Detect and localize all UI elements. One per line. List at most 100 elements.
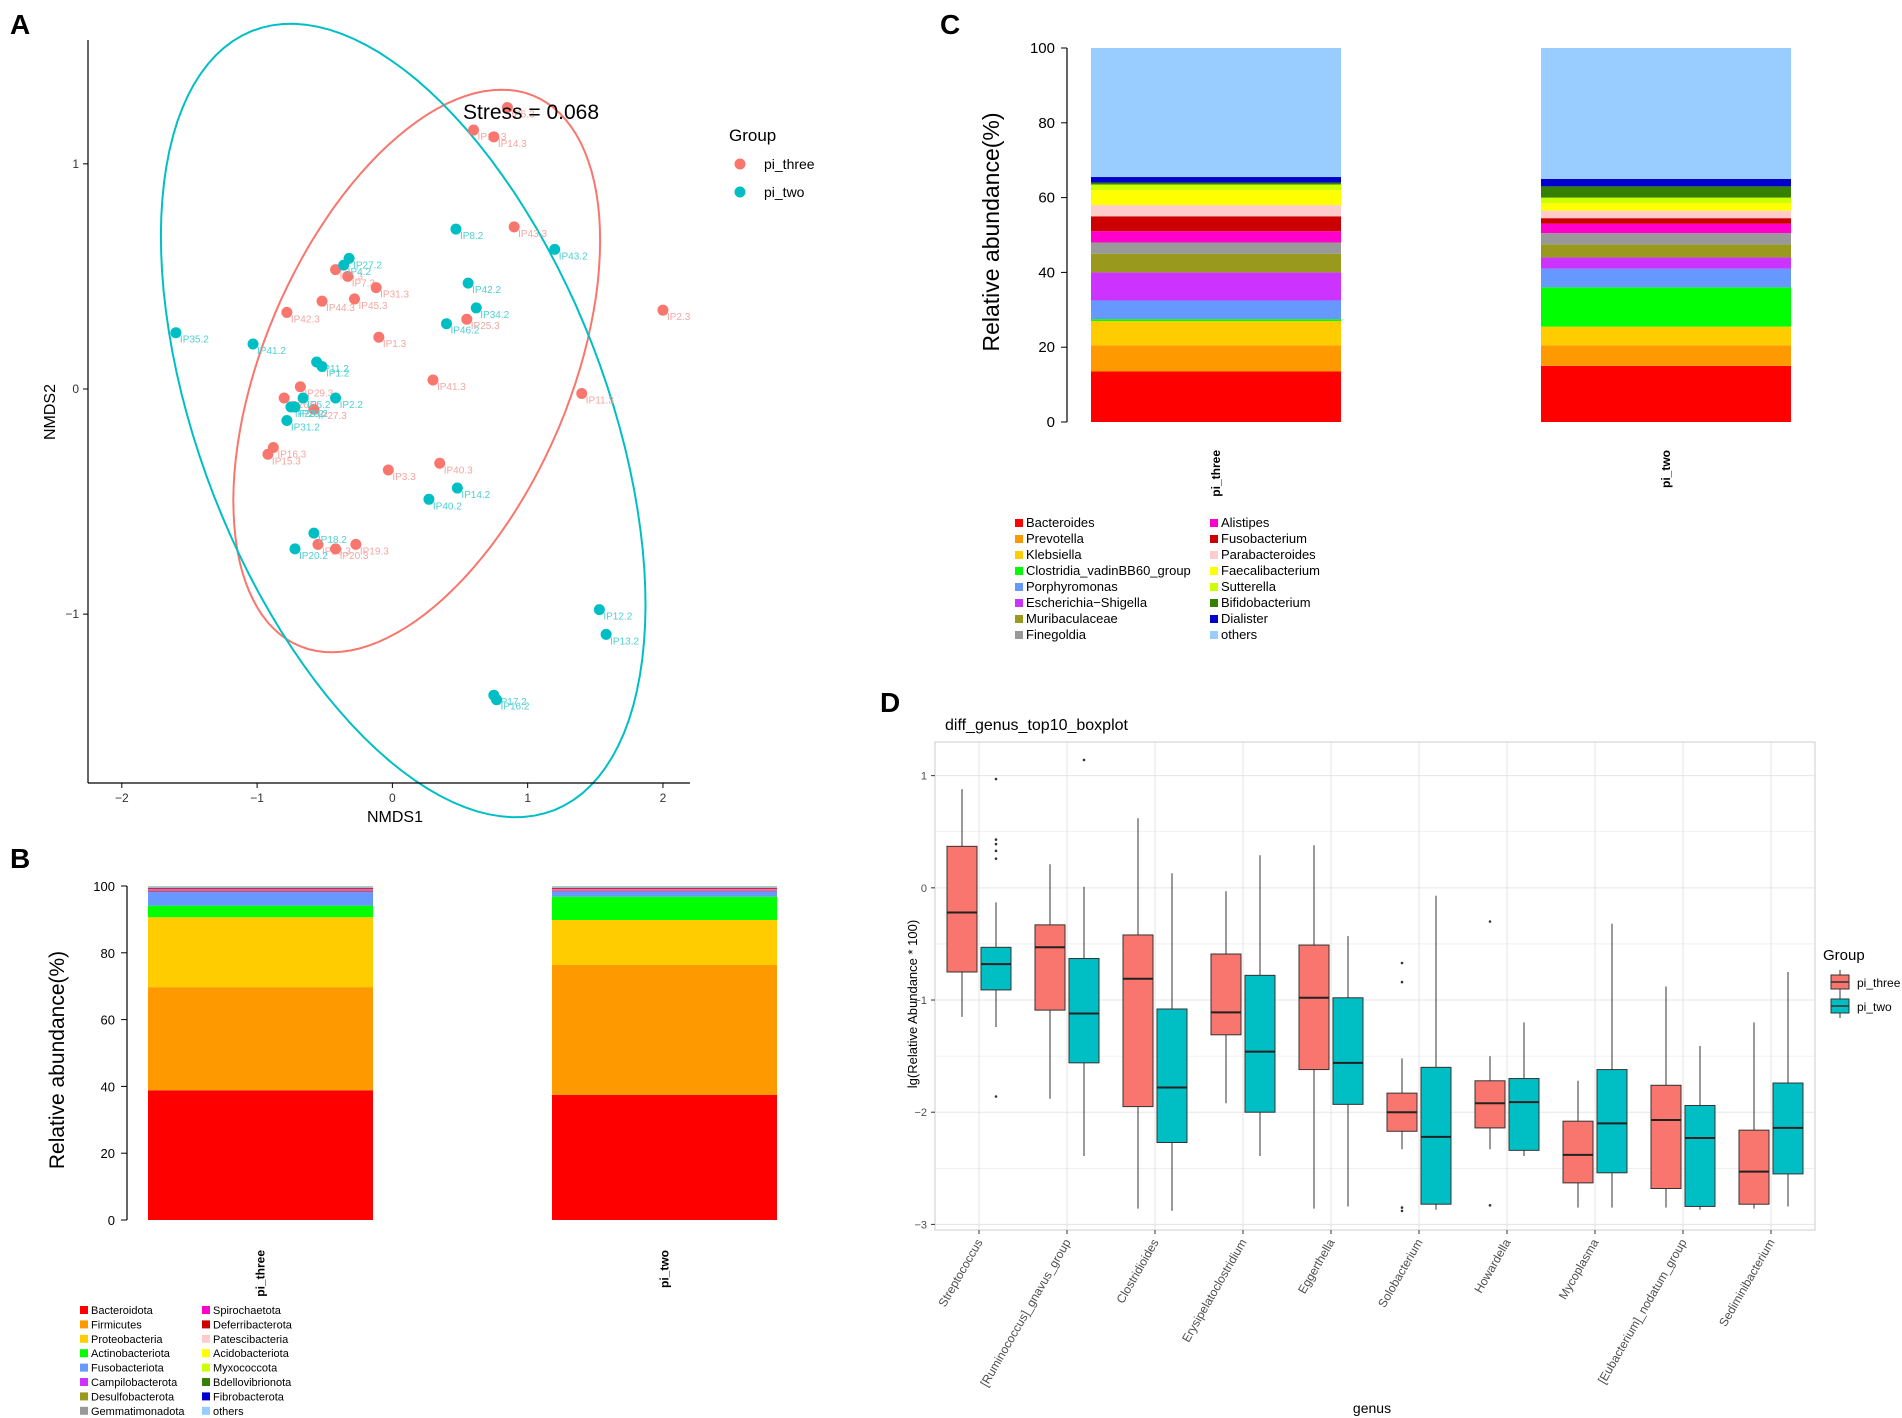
y-tick-label: 1	[72, 157, 79, 171]
box-body	[1562, 1120, 1594, 1184]
point-ip26-3	[278, 392, 290, 404]
outlier-point	[994, 849, 998, 853]
point-ip18-2	[308, 527, 320, 539]
point-ip41-3	[427, 374, 439, 386]
box-pi-two	[1772, 971, 1804, 1207]
x-axis-title: genus	[1353, 1400, 1391, 1416]
legend-label: Proteobacteria	[91, 1334, 163, 1346]
panel-b-phylum-stacked-bar: 0 20 40 60 80 100 Relative abundance(%) pi_th…	[46, 879, 777, 1418]
legend-swatch-pi-two	[734, 186, 746, 198]
point-label: IP20.3	[340, 551, 369, 562]
bar-segment-escherichia-shigella	[1091, 272, 1341, 301]
legend-label-pi-three: pi_three	[764, 156, 815, 172]
legend-label: Deferribacterota	[213, 1319, 293, 1331]
point-label: IP20.2	[299, 551, 328, 562]
point-ip40-3	[434, 457, 446, 469]
x-tick-label: Erysipelatoclostridium	[1179, 1237, 1249, 1345]
point-ip20-2	[289, 543, 301, 555]
point-label: IP25.3	[471, 321, 500, 332]
legend-swatch-alistipes	[1210, 519, 1218, 527]
legend-swatch-firmicutes	[80, 1320, 88, 1329]
bar-segment-porphyromonas	[1091, 300, 1341, 320]
legend-label: Fibrobacterota	[213, 1391, 285, 1403]
box-pi-three	[1650, 986, 1682, 1208]
boxes	[946, 758, 1804, 1213]
bar-segment-others	[552, 886, 777, 887]
y-tick-label: −3	[914, 1219, 927, 1231]
bar-segment-klebsiella	[1541, 326, 1791, 346]
x-tick-label: Clostridioides	[1113, 1237, 1161, 1306]
bar-segment-bifidobacterium	[1541, 186, 1791, 198]
bar-segment-clostridia-vadinbb60-group	[1091, 319, 1341, 322]
point-ip4-2	[338, 259, 350, 271]
bar-segment-faecalibacterium	[1091, 190, 1341, 206]
box-body	[980, 946, 1012, 991]
legend: Group pi_three pi_two	[1823, 947, 1901, 1018]
bar-segment-sutterella	[1541, 197, 1791, 204]
point-ip2-2	[330, 392, 342, 404]
bar-segment-fusobacterium	[1541, 218, 1791, 224]
outlier-point	[1488, 1204, 1492, 1207]
y-axis: 0 20 40 60 80 100	[93, 879, 128, 1228]
outlier-point	[994, 1095, 998, 1098]
box-body	[1684, 1104, 1716, 1207]
bar-segment-sutterella	[1091, 184, 1341, 191]
legend-swatch-acidobacteriota	[202, 1349, 210, 1358]
y-axis-title: Relative abundance(%)	[46, 951, 69, 1169]
bar-segment-muribaculaceae	[1091, 253, 1341, 273]
point-label: IP1.2	[326, 368, 350, 379]
legend-label: Bacteroides	[1026, 515, 1095, 530]
box-body	[1122, 934, 1154, 1108]
box-pi-three	[1034, 864, 1066, 1099]
point-label: IP2.3	[667, 312, 691, 323]
point-label: IP27.3	[318, 411, 347, 422]
panel-label-a: A	[10, 9, 30, 40]
y-tick-label: 0	[72, 382, 79, 396]
point-label: IP5.2	[307, 400, 331, 411]
point-label: IP18.2	[318, 535, 347, 546]
legend-swatch-campilobacterota	[80, 1378, 88, 1386]
legend-swatch-deferribacterota	[202, 1320, 210, 1329]
legend-label: Sutterella	[1221, 579, 1277, 594]
point-ip16-2	[491, 694, 503, 706]
point-label: IP29.3	[304, 389, 333, 400]
bar-segment-muribaculaceae	[1541, 244, 1791, 258]
legend-label: Alistipes	[1221, 515, 1270, 530]
legend-swatch-porphyromonas	[1015, 583, 1023, 591]
point-ip5-3	[501, 102, 513, 114]
point-label: IP16.3	[277, 450, 306, 461]
point-label: IP40.3	[444, 465, 473, 476]
legend-swatch-others	[1210, 631, 1218, 639]
y-tick-label: 40	[1038, 264, 1055, 281]
point-label: IP15.3	[272, 456, 301, 467]
box-pi-three	[1562, 1080, 1594, 1208]
legend-label: Gemmatimonadota	[91, 1406, 185, 1418]
box-body	[1332, 997, 1364, 1105]
x-tick-label: Streptococcus	[935, 1237, 985, 1310]
outlier-point	[994, 842, 998, 846]
y-tick-label: 20	[1038, 339, 1055, 356]
point-ip3-3	[382, 464, 394, 476]
bar-segment-deferribacterota	[552, 888, 777, 889]
bar-segment-firmicutes	[148, 987, 373, 1091]
y-tick-label: 60	[101, 1013, 115, 1028]
legend-swatch-spirochaetota	[202, 1306, 210, 1314]
y-tick-label: 40	[101, 1079, 115, 1094]
legend-label: Escherichia−Shigella	[1026, 595, 1148, 610]
bar-segment-prevotella	[1541, 345, 1791, 366]
legend-swatch-muribaculaceae	[1015, 615, 1023, 623]
y-tick-label: −1	[65, 607, 79, 621]
y-tick-label: 0	[921, 883, 927, 895]
box-body	[1650, 1084, 1682, 1189]
legend-swatch-faecalibacterium	[1210, 567, 1218, 575]
bar-segment-actinobacteriota	[148, 905, 373, 918]
legend-label: Firmicutes	[91, 1319, 142, 1331]
box-pi-three	[1122, 818, 1154, 1209]
bar-segment-alistipes	[1541, 223, 1791, 234]
y-axis-title: NMDS2	[42, 384, 59, 440]
bar-segment-parabacteroides	[1541, 210, 1791, 219]
bar-segment-porphyromonas	[1541, 268, 1791, 288]
legend-label: others	[213, 1406, 244, 1418]
legend-swatch-fibrobacterota	[202, 1392, 210, 1401]
